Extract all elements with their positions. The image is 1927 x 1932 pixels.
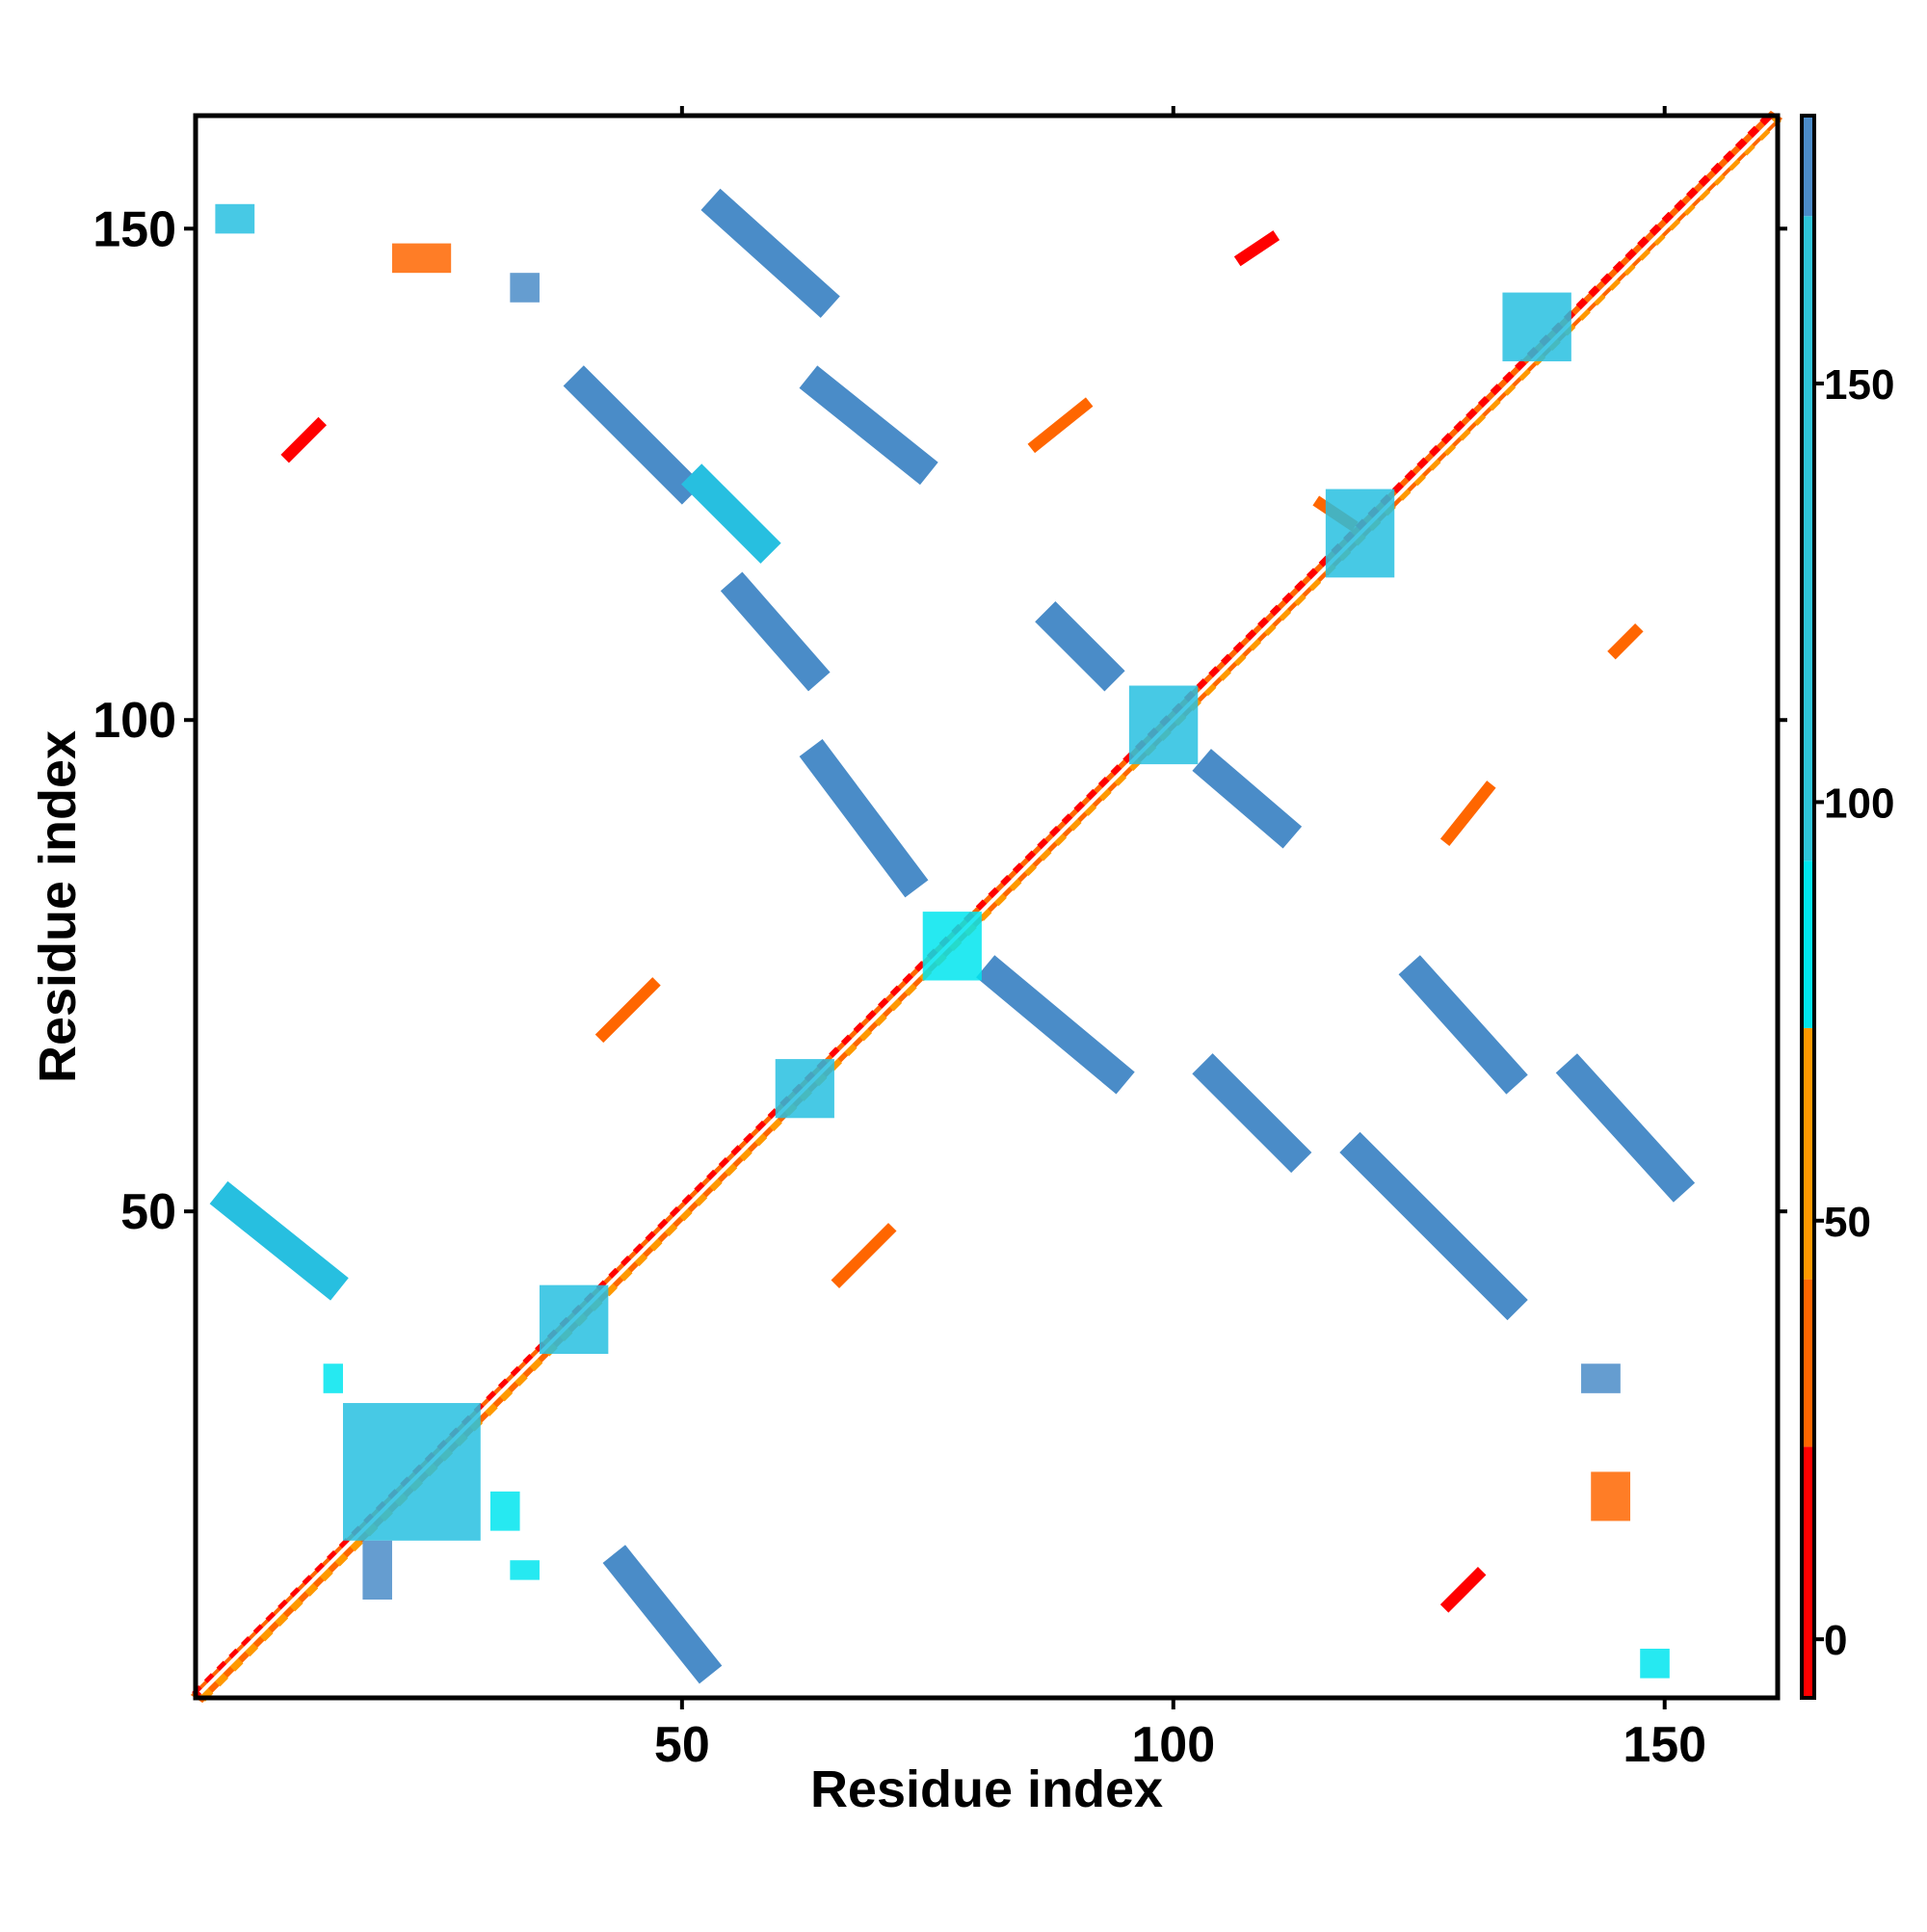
region-blob-34 — [342, 1403, 481, 1541]
colorbar-frame — [1800, 114, 1816, 1700]
region-segment-2 — [602, 1545, 723, 1684]
region-segment-7 — [799, 365, 938, 486]
region-blob-33 — [539, 1284, 609, 1355]
region-segment-4 — [700, 188, 840, 318]
colorbar-band-5 — [1802, 216, 1814, 861]
region-segment-12 — [1339, 1131, 1528, 1321]
y-tick-label-150: 150 — [92, 201, 176, 257]
region-segment-6 — [681, 463, 781, 564]
region-blob-39 — [1581, 1363, 1621, 1393]
colorbar-tick-label-150: 150 — [1824, 361, 1894, 409]
x-tick-label-100: 100 — [1131, 1717, 1215, 1773]
region-blob-29 — [1325, 489, 1395, 578]
region-blob-38 — [510, 1560, 540, 1580]
region-blob-30 — [1128, 685, 1199, 765]
region-blob-32 — [775, 1059, 834, 1119]
region-blob-27 — [391, 243, 452, 274]
heatmap-cells — [190, 110, 1783, 1704]
region-segment-21 — [1027, 397, 1094, 454]
y-tick-label-50: 50 — [120, 1184, 176, 1240]
region-segment-9 — [799, 739, 929, 898]
y-tick-label-100: 100 — [92, 693, 176, 749]
region-segment-14 — [1555, 1053, 1696, 1203]
region-segment-11 — [1192, 1053, 1312, 1174]
region-blob-28 — [510, 273, 540, 303]
region-segment-22 — [280, 416, 327, 463]
colorbar-band-4 — [1802, 860, 1814, 1028]
region-blob-35 — [362, 1540, 392, 1601]
x-axis-title: Residue index — [810, 1760, 1163, 1818]
region-segment-19 — [831, 1223, 897, 1289]
region-blob-31 — [922, 912, 982, 981]
x-axis-ticks: 50 100 150 — [654, 106, 1706, 1773]
region-blob-36 — [323, 1363, 343, 1393]
colorbar-tick-label-0: 0 — [1824, 1617, 1847, 1664]
colorbar-tick-label-100: 100 — [1824, 780, 1894, 827]
region-segment-18 — [594, 977, 661, 1044]
region-segment-24 — [1607, 622, 1644, 660]
region-segment-20 — [1233, 230, 1280, 267]
region-blob-37 — [489, 1491, 520, 1531]
region-blob-40 — [1591, 1471, 1631, 1522]
x-tick-label-50: 50 — [654, 1717, 710, 1773]
region-segment-15 — [1035, 601, 1125, 692]
colorbar-tick-label-50: 50 — [1824, 1199, 1871, 1246]
region-blob-26 — [215, 203, 255, 234]
region-segment-10 — [976, 955, 1135, 1095]
x-tick-label-150: 150 — [1623, 1717, 1706, 1773]
colorbar-band-2 — [1802, 1279, 1814, 1447]
region-segment-8 — [720, 571, 831, 692]
y-axis-ticks: 50 100 150 — [92, 201, 1787, 1240]
colorbar-band-1 — [1802, 1446, 1814, 1698]
colorbar-band-6 — [1802, 116, 1814, 217]
region-blob-42 — [1502, 292, 1571, 361]
region-segment-5 — [563, 365, 703, 505]
colorbar: 0 50 100 150 — [1800, 114, 1894, 1700]
region-segment-13 — [1398, 955, 1528, 1095]
region-segment-16 — [1192, 749, 1303, 849]
plot-frame — [193, 113, 1781, 1701]
region-segment-3 — [209, 1180, 349, 1301]
region-segment-23 — [1439, 781, 1496, 847]
region-segment-25 — [1439, 1567, 1487, 1613]
y-axis-title: Residue index — [29, 730, 87, 1083]
colorbar-band-3 — [1802, 1027, 1814, 1280]
region-blob-41 — [1640, 1649, 1670, 1679]
